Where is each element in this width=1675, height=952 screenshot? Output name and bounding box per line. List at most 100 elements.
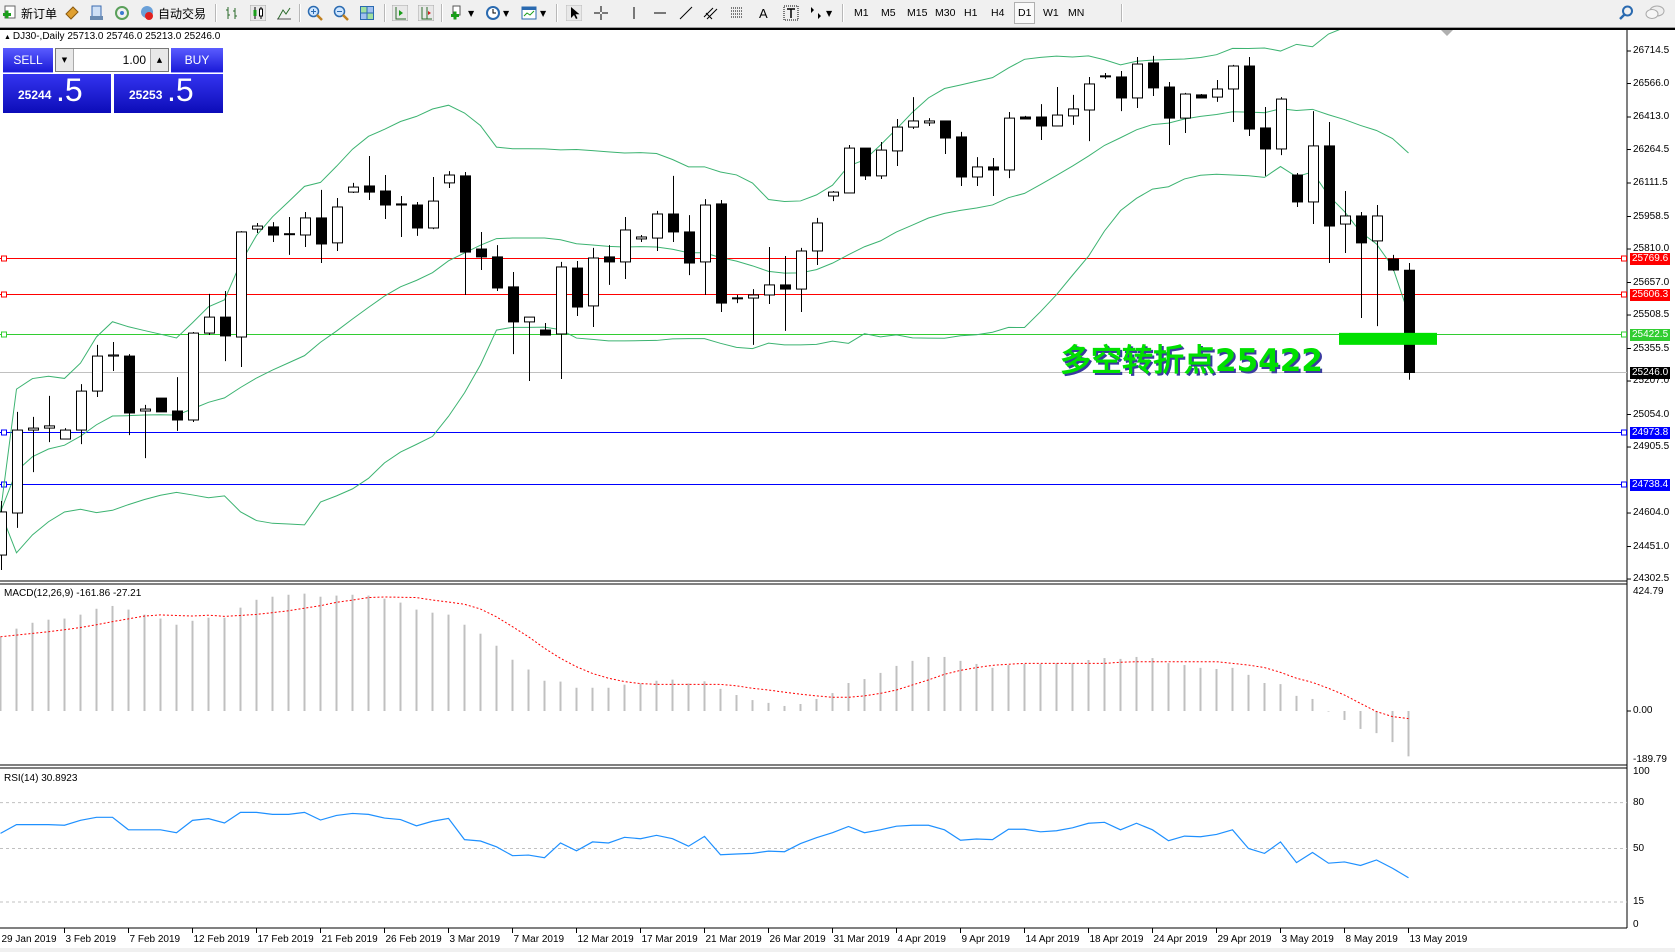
price-tick-label: 24905.5 — [1633, 441, 1670, 453]
timeframe-mn-button[interactable]: MN — [1068, 7, 1085, 19]
zoom-out-icon[interactable] — [333, 5, 349, 21]
candle-body — [12, 429, 23, 514]
timeframe-m1-button[interactable]: M1 — [854, 7, 869, 19]
arrows-icon[interactable] — [808, 5, 824, 21]
candle-body — [540, 329, 551, 336]
auto-trading-icon — [141, 6, 153, 20]
terminal-icon[interactable] — [89, 5, 105, 21]
candle-body — [1356, 215, 1367, 244]
candle-body — [476, 248, 487, 258]
lot-increase-icon[interactable]: ▲ — [150, 49, 168, 71]
candle-body — [492, 256, 503, 289]
candle-body — [940, 120, 951, 139]
search-icon[interactable] — [1618, 5, 1634, 21]
lot-size-stepper[interactable]: ▼ 1.00 ▲ — [55, 48, 169, 72]
candle-body — [1244, 65, 1255, 130]
candlestick-chart-icon[interactable] — [250, 5, 266, 21]
sell-button[interactable]: SELL — [3, 48, 53, 73]
lot-decrease-icon[interactable]: ▼ — [56, 49, 74, 71]
crosshair-icon[interactable] — [593, 5, 609, 21]
timeframe-h1-button[interactable]: H1 — [964, 7, 978, 19]
new-order-button[interactable]: 新订单 — [2, 3, 57, 23]
auto-scroll-icon[interactable] — [392, 5, 408, 21]
candle-body — [748, 294, 759, 299]
candle-body — [1212, 88, 1223, 98]
horizontal-line-icon[interactable] — [652, 5, 668, 21]
templates-dropdown-arrow-icon[interactable]: ▼ — [540, 8, 547, 18]
date-tick-label: 21 Feb 2019 — [321, 934, 378, 945]
chart-shift-icon[interactable] — [418, 5, 434, 21]
candle-body — [28, 427, 39, 431]
price-line-tag: 25769.6 — [1630, 252, 1671, 265]
toolbar: 新订单 自动交易 ▼ ▼ ▼ A ▼ M1 M5 M15 M30 H1 H4 D1 W1 MN — [0, 0, 1675, 28]
arrows-dropdown-arrow-icon[interactable]: ▼ — [826, 8, 833, 18]
candle-body — [620, 229, 631, 263]
line-chart-icon[interactable] — [276, 5, 292, 21]
candle-body — [1404, 269, 1415, 373]
symbol-info-text: DJ30-,Daily 25713.0 25746.0 25213.0 2524… — [12, 31, 221, 42]
candle-body — [1148, 62, 1159, 89]
candle-body — [780, 284, 791, 290]
candle-body — [332, 206, 343, 244]
candle-body — [460, 175, 471, 253]
timeframe-m30-button[interactable]: M30 — [935, 7, 956, 19]
candle-body — [1196, 94, 1207, 99]
candle-body — [444, 174, 455, 184]
periods-dropdown-arrow-icon[interactable]: ▼ — [503, 8, 510, 18]
timeframe-h4-button[interactable]: H4 — [991, 7, 1005, 19]
bar-chart-icon[interactable] — [224, 5, 240, 21]
candle-body — [156, 397, 167, 413]
chat-icon[interactable] — [1645, 4, 1665, 22]
history-center-icon[interactable] — [64, 5, 80, 21]
candle-body — [1276, 98, 1287, 150]
candle-body — [1388, 258, 1399, 271]
buy-button[interactable]: BUY — [171, 48, 223, 73]
buy-price-big: .5 — [167, 72, 194, 108]
tile-windows-icon[interactable] — [359, 5, 375, 21]
candle-body — [172, 410, 183, 421]
vertical-line-icon[interactable] — [626, 5, 642, 21]
buy-price-box[interactable]: 25253 .5 — [114, 72, 223, 113]
collapse-triangle-icon[interactable]: ▲ — [4, 34, 13, 41]
price-tick-label: 26264.5 — [1633, 143, 1670, 155]
cursor-arrow-icon[interactable] — [566, 5, 582, 21]
macd-title: MACD(12,26,9) -161.86 -27.21 — [4, 588, 142, 599]
auto-trading-button[interactable]: 自动交易 — [139, 3, 206, 23]
timeframe-m5-button[interactable]: M5 — [881, 7, 896, 19]
price-tick-label: 26413.0 — [1633, 111, 1670, 122]
fibonacci-icon[interactable] — [730, 5, 746, 21]
equidistant-channel-icon[interactable] — [703, 5, 719, 21]
periods-clock-icon[interactable] — [485, 5, 501, 21]
trendline-icon[interactable] — [678, 5, 694, 21]
candle-body — [732, 297, 743, 300]
timeframe-m15-button[interactable]: M15 — [907, 7, 928, 19]
bollinger-lower-band — [0, 165, 1409, 554]
candle-body — [828, 191, 839, 197]
price-tick-label: 24451.0 — [1633, 540, 1670, 552]
candle-body — [524, 316, 535, 323]
signals-icon[interactable] — [114, 5, 130, 21]
date-tick-label: 7 Feb 2019 — [129, 934, 181, 945]
line-anchor-handle — [1621, 429, 1627, 436]
price-tick-label: 25054.0 — [1633, 408, 1670, 420]
candle-body — [1260, 127, 1271, 150]
indicators-dropdown-arrow-icon[interactable]: ▼ — [468, 8, 475, 18]
candle-body — [220, 316, 231, 337]
chart-window[interactable] — [0, 28, 1675, 951]
candle-body — [1052, 114, 1063, 127]
candle-body — [684, 231, 695, 264]
date-tick-label: 14 Apr 2019 — [1025, 934, 1080, 945]
rsi-axis-label: 100 — [1633, 766, 1650, 777]
zoom-in-icon[interactable] — [307, 5, 323, 21]
templates-icon[interactable] — [521, 5, 537, 21]
sell-price-box[interactable]: 25244 .5 — [3, 72, 111, 113]
text-tool-icon[interactable]: A — [759, 5, 768, 21]
text-label-icon[interactable] — [783, 5, 799, 21]
lot-size-input[interactable]: 1.00 — [122, 53, 146, 67]
macd-axis-label: 0.00 — [1633, 705, 1653, 716]
timeframe-d1-button[interactable]: D1 — [1014, 2, 1036, 24]
price-tick-label: 25958.5 — [1633, 210, 1670, 222]
timeframe-w1-button[interactable]: W1 — [1043, 7, 1059, 19]
indicators-icon[interactable] — [450, 5, 466, 21]
